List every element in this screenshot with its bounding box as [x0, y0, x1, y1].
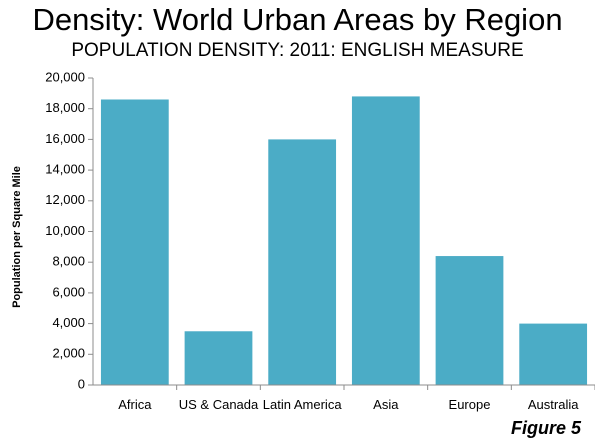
y-tick-label: 6,000 [52, 284, 85, 299]
x-tick-label: US & Canada [179, 397, 259, 412]
y-tick-label: 8,000 [52, 254, 85, 269]
figure-label: Figure 5 [510, 418, 581, 438]
y-tick-label: 2,000 [52, 346, 85, 361]
y-tick-label: 14,000 [45, 162, 85, 177]
chart-subtitle: POPULATION DENSITY: 2011: ENGLISH MEASUR… [71, 40, 524, 61]
chart-title: Density: World Urban Areas by Region [32, 2, 563, 37]
y-tick-label: 18,000 [45, 100, 85, 115]
x-tick-label: Europe [449, 397, 491, 412]
y-tick-label: 0 [78, 376, 85, 391]
bar-australia [519, 323, 588, 385]
bar-asia [351, 96, 420, 386]
x-tick-label: Asia [373, 397, 399, 412]
x-tick-label: Latin America [263, 397, 343, 412]
y-axis-title: Population per Square Mile [11, 166, 23, 308]
bar-latin-america [268, 139, 337, 385]
x-tick-label: Africa [118, 397, 152, 412]
y-tick-label: 20,000 [45, 69, 85, 84]
x-tick-label: Australia [528, 397, 579, 412]
y-tick-label: 10,000 [45, 223, 85, 238]
bar-africa [100, 99, 169, 386]
y-tick-label: 4,000 [52, 315, 85, 330]
y-tick-label: 12,000 [45, 192, 85, 207]
bar-us-canada [184, 331, 253, 385]
y-tick-label: 16,000 [45, 131, 85, 146]
bar-europe [435, 256, 504, 385]
